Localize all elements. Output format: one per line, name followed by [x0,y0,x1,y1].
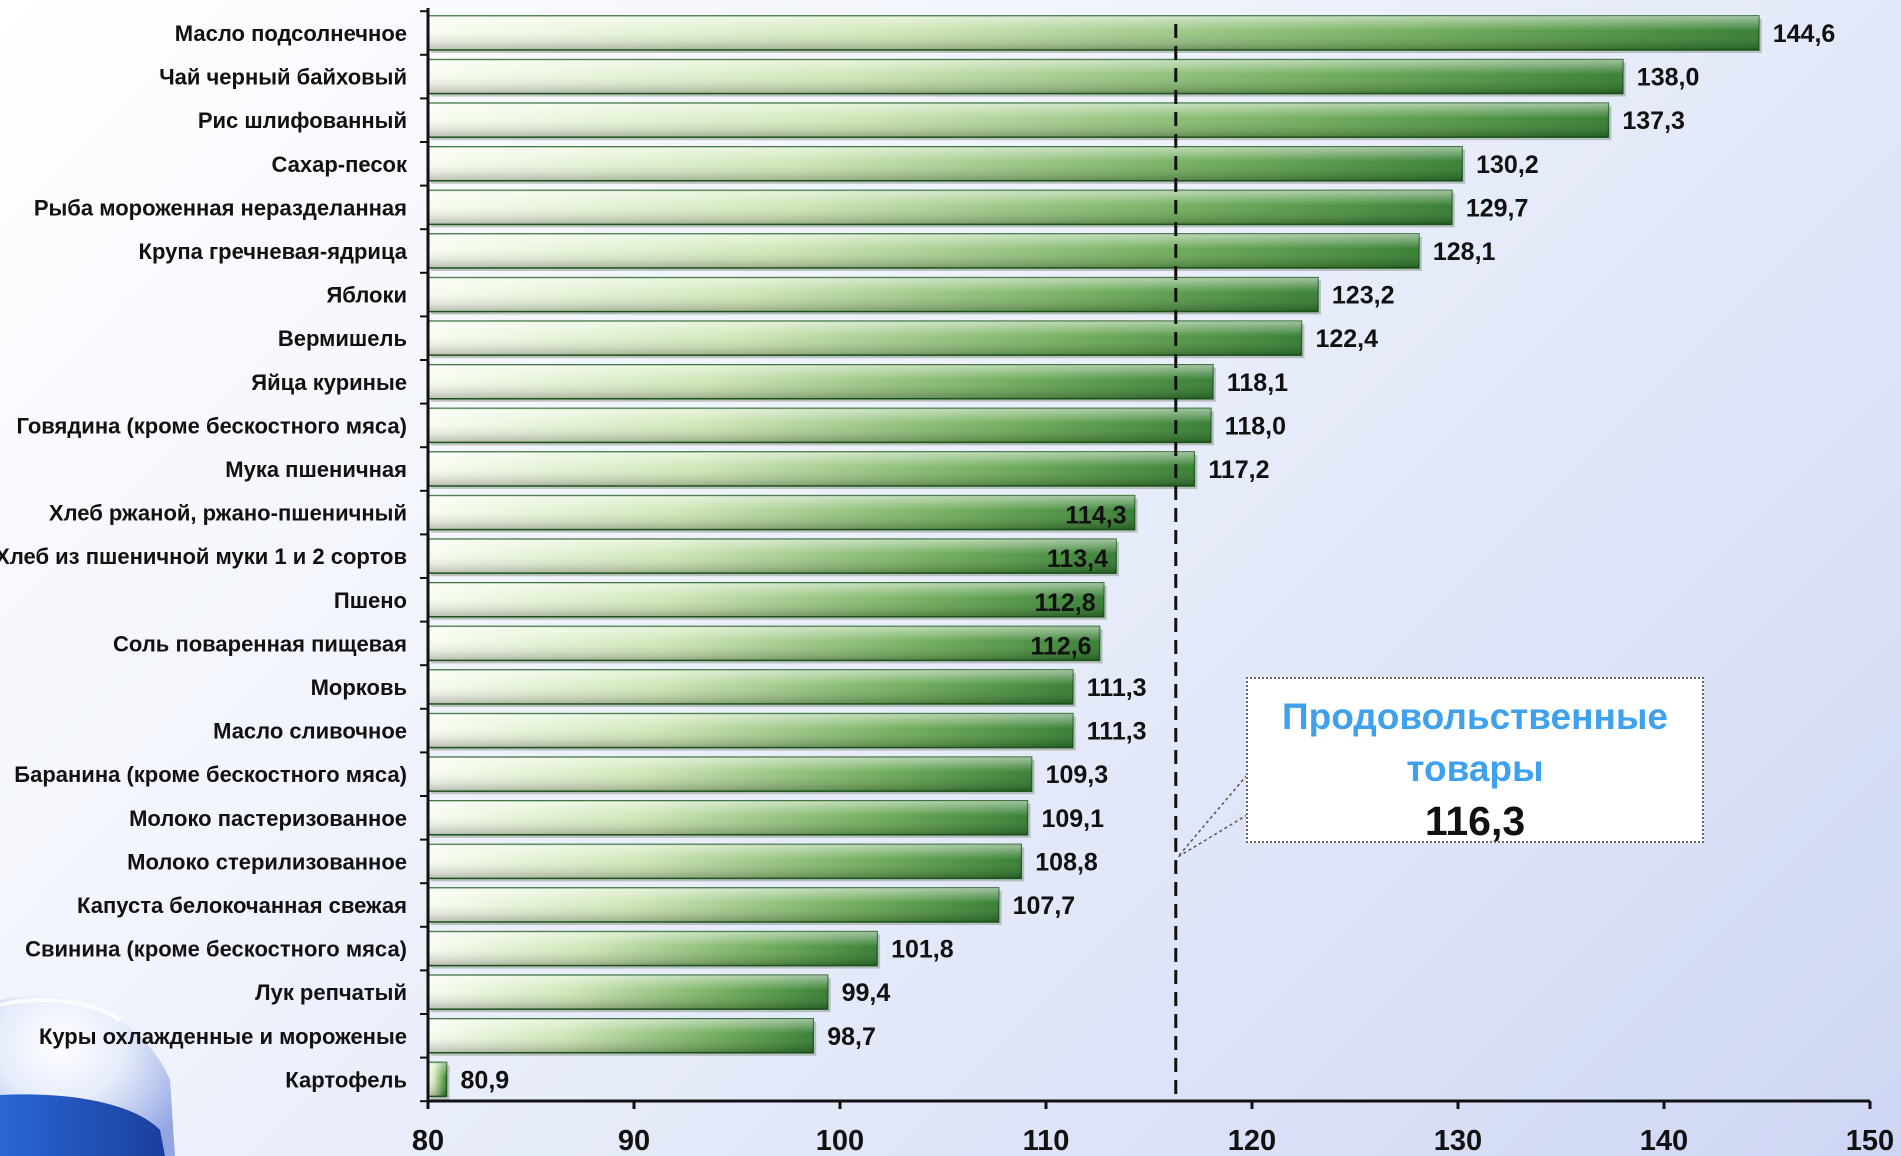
value-label: 111,3 [1087,674,1147,702]
bar-highlight [428,975,828,1010]
category-label: Рыба мороженная неразделанная [34,195,407,220]
value-label: 118,1 [1227,369,1288,397]
callout-value: 116,3 [1424,798,1526,844]
bar-highlight [428,582,1104,617]
bar-highlight [428,1018,814,1053]
category-label: Говядина (кроме бескостного мяса) [16,413,407,438]
category-label: Яйца куриные [251,370,407,395]
bar-highlight [428,800,1028,835]
bar-highlight [428,844,1022,879]
category-label: Картофель [285,1067,407,1092]
value-label: 80,9 [461,1066,510,1094]
bar-highlight [428,757,1032,792]
category-label: Соль поваренная пищевая [113,631,407,656]
bar-highlight [428,931,878,966]
category-label: Морковь [311,675,407,700]
value-label: 137,3 [1622,107,1685,135]
bar-highlight [428,190,1452,225]
bar-highlight [428,321,1302,356]
category-label: Вермишель [278,326,407,351]
x-tick-label: 130 [1434,1125,1482,1156]
category-label: Яблоки [326,283,407,308]
value-label: 144,6 [1773,20,1836,48]
x-axis-ticks: 80 90 100 110 120 130 140 150 [412,10,1894,1156]
category-label: Молоко пастеризованное [129,806,407,831]
value-label: 130,2 [1476,151,1539,179]
bar-highlight [428,277,1318,312]
x-tick-label: 120 [1228,1125,1276,1156]
value-label: 117,2 [1208,456,1269,484]
value-label: 109,1 [1041,805,1104,833]
reference-callout: Продовольственные товары 116,3 [1246,677,1704,844]
bar-highlight [428,888,999,922]
bar-highlight [428,452,1195,486]
x-tick-label: 140 [1640,1125,1688,1156]
callout-pointer [1177,774,1248,858]
value-label: 129,7 [1466,194,1529,222]
category-label: Чай черный байховый [159,65,407,90]
value-label: 118,0 [1225,412,1286,440]
category-labels: Масло подсолнечное Чай черный байховый Рис… [0,21,408,1092]
category-label: Баранина (кроме бескостного мяса) [14,762,407,787]
bar-highlight [428,146,1463,181]
value-label: 113,4 [1047,545,1108,573]
bar-highlight [428,1062,447,1097]
category-label: Молоко стерилизованное [127,849,407,874]
callout-title: Продовольственные товары [1282,696,1668,789]
x-tick-label: 150 [1846,1125,1894,1156]
value-label: 128,1 [1433,238,1496,266]
category-label: Хлеб ржаной, ржано-пшеничный [49,501,407,526]
value-label: 123,2 [1332,282,1395,310]
value-label: 112,6 [1030,632,1091,660]
value-label: 101,8 [891,936,954,964]
bar-highlight [428,713,1073,748]
bar-highlight [428,408,1211,443]
bar-highlight [428,626,1100,661]
category-label: Масло сливочное [213,719,407,744]
value-label: 109,3 [1046,761,1109,789]
value-label: 98,7 [827,1023,876,1051]
category-label: Лук репчатый [255,980,407,1005]
bar-highlight [428,16,1759,50]
bar-highlight [428,103,1609,138]
value-label: 122,4 [1315,325,1378,353]
value-label: 112,8 [1034,589,1095,617]
value-label: 138,0 [1637,64,1700,92]
bar-highlight [428,364,1213,399]
x-tick-label: 100 [816,1125,864,1156]
category-label: Мука пшеничная [225,457,407,482]
category-label: Масло подсолнечное [175,21,407,46]
value-label: 99,4 [842,979,891,1007]
category-label: Капуста белокочанная свежая [77,893,407,918]
bar-highlight [428,539,1117,574]
value-label: 107,7 [1013,892,1076,920]
category-label: Пшено [334,588,407,613]
category-label: Куры охлажденные и мороженые [39,1024,407,1049]
value-label: 111,3 [1087,718,1147,746]
category-label: Хлеб из пшеничной муки 1 и 2 сортов [0,544,407,569]
bar-highlight [428,234,1419,268]
category-label: Свинина (кроме бескостного мяса) [25,937,407,962]
bar-highlight [428,495,1135,530]
x-tick-label: 80 [412,1125,444,1156]
value-labels: 144,6 138,0 137,3 130,2 129,7 128,1 123,2 122,4… [461,20,1836,1094]
bar-highlight [428,670,1073,704]
value-label: 108,8 [1035,848,1098,876]
category-label: Крупа гречневая-ядрица [139,239,408,264]
value-label: 114,3 [1065,502,1126,530]
category-label: Сахар-песок [271,152,408,177]
category-label: Рис шлифованный [198,108,407,133]
bars-layer [427,15,1762,1100]
x-tick-label: 110 [1023,1125,1070,1156]
x-tick-label: 90 [618,1125,650,1156]
bar-highlight [428,59,1623,94]
